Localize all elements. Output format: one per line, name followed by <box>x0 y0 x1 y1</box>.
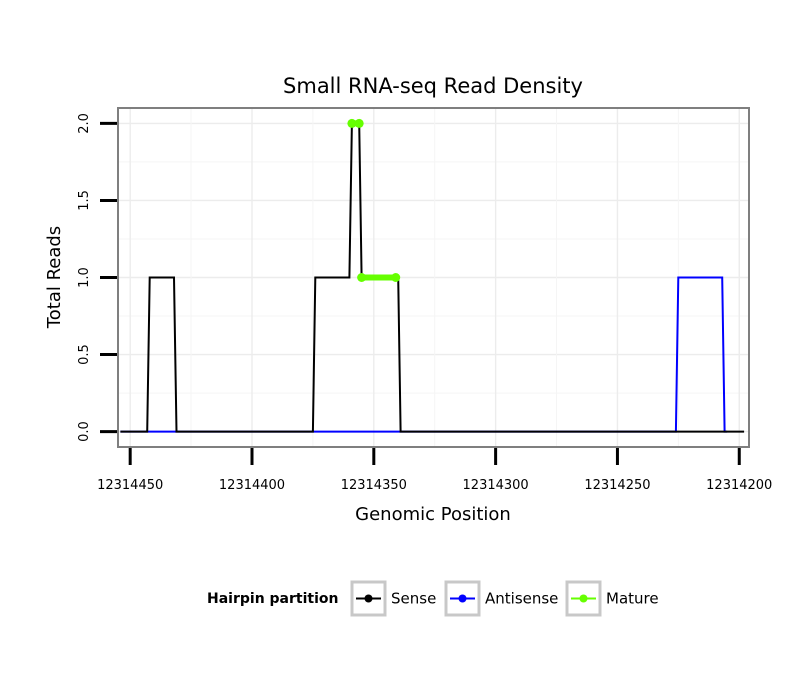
legend: Hairpin partition Sense Antisense Mature <box>207 580 659 617</box>
series-group <box>120 118 745 433</box>
mature-point <box>347 118 357 128</box>
x-tick-label: 12314350 <box>341 478 407 493</box>
mature-point <box>357 273 367 282</box>
y-tick-label: 1.5 <box>77 190 92 211</box>
chart-title: Small RNA-seq Read Density <box>283 74 583 98</box>
plot-border <box>117 107 750 448</box>
y-axis-title: Total Reads <box>44 226 65 329</box>
legend-label-sense: Sense <box>391 590 436 608</box>
legend-key-point <box>579 594 588 603</box>
y-tick-label: 2.0 <box>77 113 92 134</box>
mature-point <box>354 118 364 128</box>
y-tick-label: 0.0 <box>77 421 92 442</box>
x-tick-label: 12314400 <box>219 478 285 493</box>
x-tick-label: 12314450 <box>97 478 163 493</box>
legend-key-point <box>458 594 467 603</box>
x-axis-title: Genomic Position <box>355 504 511 525</box>
legend-item-antisense: Antisense <box>444 580 558 617</box>
y-tick-label: 0.5 <box>77 344 92 365</box>
x-tick-label: 12314250 <box>584 478 650 493</box>
x-tick-label: 12314300 <box>463 478 529 493</box>
legend-label-antisense: Antisense <box>485 590 558 608</box>
y-tick-label: 1.0 <box>77 267 92 288</box>
y-axis: 0.0 0.5 1.0 1.5 2.0 <box>77 113 117 442</box>
x-tick-label: 12314200 <box>706 478 772 493</box>
legend-title: Hairpin partition <box>207 591 338 607</box>
legend-item-sense: Sense <box>350 580 436 617</box>
legend-label-mature: Mature <box>606 590 659 608</box>
gridlines <box>118 108 749 447</box>
legend-key-point <box>364 594 373 603</box>
mature-point <box>391 273 401 282</box>
x-axis: 12314450 12314400 12314350 12314300 12314250… <box>97 448 772 493</box>
legend-item-mature: Mature <box>565 580 659 617</box>
